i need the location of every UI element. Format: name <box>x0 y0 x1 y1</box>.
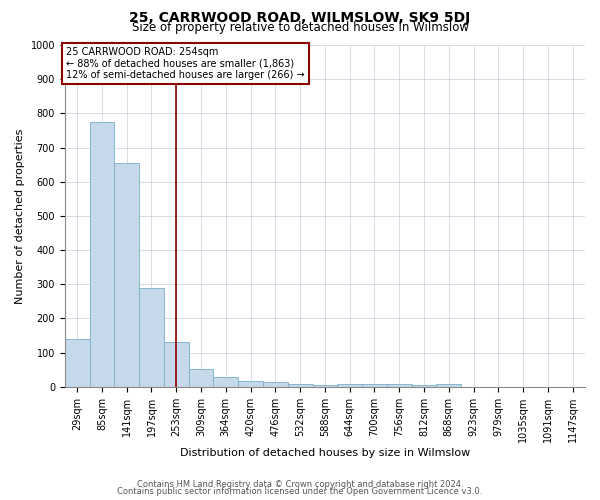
Bar <box>214 378 238 387</box>
Bar <box>115 163 139 387</box>
Bar <box>288 384 313 387</box>
Bar <box>263 382 288 387</box>
Bar <box>387 384 412 387</box>
Bar <box>139 288 164 387</box>
Text: Contains HM Land Registry data © Crown copyright and database right 2024.: Contains HM Land Registry data © Crown c… <box>137 480 463 489</box>
Bar <box>337 384 362 387</box>
Text: 25 CARRWOOD ROAD: 254sqm
← 88% of detached houses are smaller (1,863)
12% of sem: 25 CARRWOOD ROAD: 254sqm ← 88% of detach… <box>66 46 305 80</box>
X-axis label: Distribution of detached houses by size in Wilmslow: Distribution of detached houses by size … <box>180 448 470 458</box>
Text: Contains public sector information licensed under the Open Government Licence v3: Contains public sector information licen… <box>118 487 482 496</box>
Bar <box>89 122 115 387</box>
Bar <box>188 369 214 387</box>
Y-axis label: Number of detached properties: Number of detached properties <box>15 128 25 304</box>
Bar <box>65 339 89 387</box>
Bar <box>164 342 188 387</box>
Bar <box>238 380 263 387</box>
Text: Size of property relative to detached houses in Wilmslow: Size of property relative to detached ho… <box>131 21 469 34</box>
Bar <box>412 385 436 387</box>
Bar <box>313 385 337 387</box>
Bar <box>362 384 387 387</box>
Text: 25, CARRWOOD ROAD, WILMSLOW, SK9 5DJ: 25, CARRWOOD ROAD, WILMSLOW, SK9 5DJ <box>130 11 470 25</box>
Bar <box>436 384 461 387</box>
